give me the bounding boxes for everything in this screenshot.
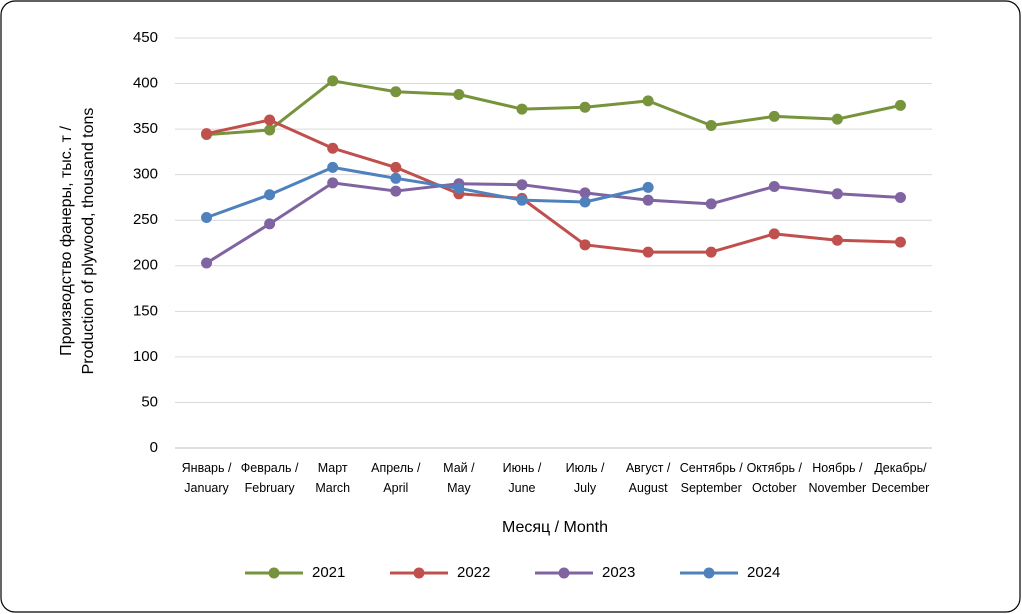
data-point <box>390 185 402 197</box>
legend-label: 2024 <box>747 564 780 581</box>
data-point <box>201 211 213 223</box>
data-point <box>642 246 654 258</box>
data-point <box>894 236 906 248</box>
y-tick-label: 350 <box>133 120 158 137</box>
x-tick-label: Ноябрь / November <box>809 461 867 495</box>
data-point <box>768 181 780 193</box>
data-point <box>705 119 717 131</box>
data-point <box>642 95 654 107</box>
series-line <box>206 79 901 137</box>
data-point <box>831 188 843 200</box>
x-tick-label: Август / August <box>626 461 671 495</box>
y-tick-label: 50 <box>141 393 158 410</box>
data-point <box>327 75 339 87</box>
y-tick-label: 100 <box>133 348 158 365</box>
data-point <box>894 99 906 111</box>
data-point <box>327 161 339 173</box>
data-point <box>390 172 402 184</box>
data-point <box>264 189 276 201</box>
series-line <box>206 118 901 254</box>
y-tick-label: 200 <box>133 257 158 274</box>
x-tick-label: Декабрь/December <box>872 461 930 495</box>
x-tick-label: Март March <box>315 461 350 495</box>
y-tick-label: 450 <box>133 29 158 46</box>
data-point <box>201 128 213 140</box>
y-axis-title: Производство фанеры, тыс. т / Production … <box>58 108 97 375</box>
data-point <box>516 194 528 206</box>
data-point <box>327 177 339 189</box>
data-point <box>390 161 402 173</box>
data-point <box>579 101 591 113</box>
data-point <box>201 257 213 269</box>
y-tick-label: 250 <box>133 211 158 228</box>
legend-marker <box>413 567 425 579</box>
data-point <box>453 88 465 100</box>
data-point <box>579 187 591 199</box>
x-tick-label: Май / May <box>443 461 475 495</box>
data-point <box>768 110 780 122</box>
data-point <box>327 142 339 154</box>
data-point <box>516 103 528 115</box>
x-tick-label: Апрель / April <box>371 461 421 495</box>
y-tick-label: 300 <box>133 166 158 183</box>
x-tick-label: Июль / July <box>566 461 605 495</box>
legend-marker <box>268 567 280 579</box>
data-point <box>264 218 276 230</box>
series-line <box>205 181 901 265</box>
data-point <box>705 246 717 258</box>
x-tick-label: Октябрь / October <box>747 461 803 495</box>
data-point <box>264 114 276 126</box>
x-axis-title: Месяц / Month <box>502 519 608 536</box>
data-point <box>831 234 843 246</box>
data-point <box>768 228 780 240</box>
x-tick-label: Июнь / June <box>503 461 542 495</box>
x-tick-label: Сентябрь / September <box>680 461 743 495</box>
data-point <box>579 196 591 208</box>
y-tick-label: 400 <box>133 75 158 92</box>
y-tick-label: 0 <box>150 439 158 456</box>
x-tick-label: Февраль / February <box>241 461 299 495</box>
legend-label: 2021 <box>312 564 345 581</box>
data-point <box>516 179 528 191</box>
data-point <box>894 191 906 203</box>
data-point <box>642 181 654 193</box>
series-line <box>206 165 649 219</box>
data-point <box>453 182 465 194</box>
y-tick-label: 150 <box>133 302 158 319</box>
legend-label: 2023 <box>602 564 635 581</box>
legend-marker <box>703 567 715 579</box>
data-point <box>831 113 843 125</box>
legend-label: 2022 <box>457 564 490 581</box>
data-point <box>642 194 654 206</box>
data-point <box>264 124 276 136</box>
data-point <box>705 198 717 210</box>
data-point <box>390 86 402 98</box>
legend-marker <box>558 567 570 579</box>
x-tick-label: Январь / January <box>182 461 232 495</box>
data-point <box>579 239 591 251</box>
